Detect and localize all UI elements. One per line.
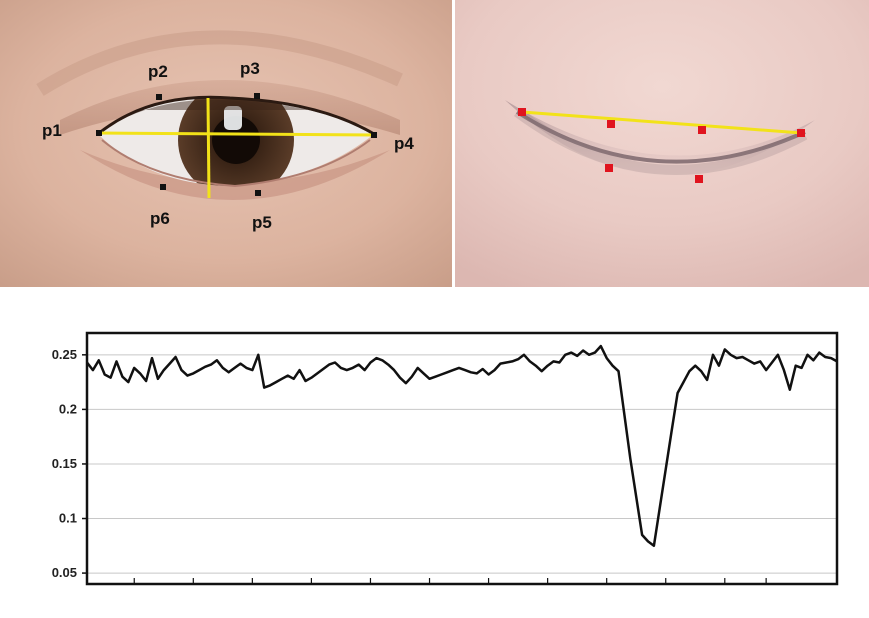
closed-lash-shadow [514,107,808,175]
closed-landmark-4 [797,129,805,137]
landmark-p2 [156,94,162,100]
ear-series-line-0 [86,344,838,548]
ear-chart: 0.05 0.1 0.15 0.2 0.25 [0,300,869,613]
label-p4: p4 [394,134,414,153]
closed-landmark-6 [605,164,613,172]
chart-grid [87,354,837,574]
landmark-p4 [371,132,377,138]
closed-horizontal-line [521,110,803,135]
closed-landmark-1 [518,108,526,116]
lower-lid [80,150,390,200]
y-tick-label-2: 0.15 [52,456,77,471]
y-tick-label-3: 0.2 [59,401,77,416]
open-eye-image: p1 p2 p3 p4 p5 p6 [0,0,452,287]
vertical-eye-line [206,97,211,199]
eye-highlight [224,106,242,130]
closed-lash-line [515,110,806,164]
closed-landmark-2 [607,120,615,128]
y-tick-label-0: 0.05 [52,565,77,580]
y-tick-label-1: 0.1 [59,511,77,526]
label-p5: p5 [252,213,272,232]
horizontal-eye-line [98,131,375,137]
lower-lash [101,139,371,188]
chart-series [86,344,838,548]
plot-frame [85,331,839,586]
y-tick-label-4: 0.25 [52,347,77,362]
skin-background [455,0,869,287]
closed-landmark-3 [698,126,706,134]
ear-chart-svg: 0.05 0.1 0.15 0.2 0.25 [52,331,839,586]
lash-line [98,99,374,134]
upper-lash [97,95,375,136]
pupil [212,116,260,164]
label-p3: p3 [240,59,260,78]
landmark-p1 [96,130,102,136]
label-p2: p2 [148,62,168,81]
landmark-p3 [254,93,260,99]
closed-eye-figure [455,0,869,287]
landmark-p5 [255,190,261,196]
closed-landmark-5 [695,175,703,183]
chart-y-ticks: 0.05 0.1 0.15 0.2 0.25 [52,347,87,580]
label-p1: p1 [42,121,62,140]
lid-fold [36,30,403,96]
open-eye-figure: p1 p2 p3 p4 p5 p6 [0,0,452,287]
landmark-p6 [160,184,166,190]
closed-eye-image [455,0,869,287]
label-p6: p6 [150,209,170,228]
